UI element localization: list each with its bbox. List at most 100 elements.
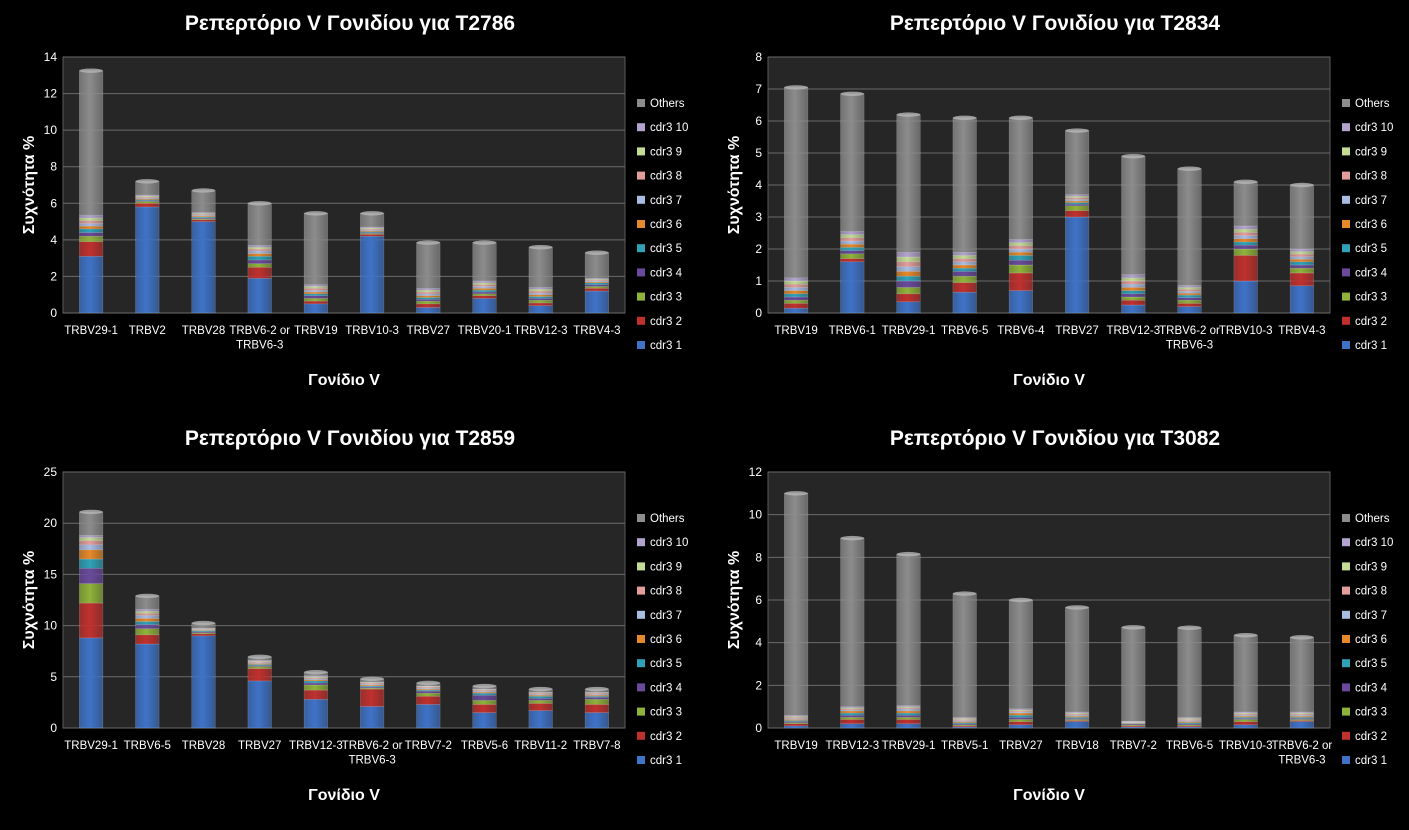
bar-segment-cdr3-5 [135,621,160,625]
x-tick-label: TRBV10-3 [345,325,399,337]
bar-segment-cdr3-3 [1065,205,1090,211]
chart-panel-t2786: Ρεπερτόριο V Γονιδίου για Τ2786 Συχνότητ… [0,0,700,412]
bar-segment-others [952,593,977,718]
y-tick-label: 1 [755,274,762,288]
bar-segment-cdr3-2 [360,688,385,707]
bar-segment-cdr3-4 [79,568,104,584]
bar-segment-cdr3-4 [1233,244,1258,250]
legend-label: Others [650,98,685,110]
legend-item-cdr3-6: cdr3 6 [1342,219,1387,231]
bar-cap [1121,154,1146,159]
legend-label: cdr3 8 [650,171,682,183]
legend-swatch [1342,586,1350,595]
bar-cap [79,68,103,73]
legend-item-cdr3-9: cdr3 9 [637,561,682,573]
legend-item-cdr3-10: cdr3 10 [1342,122,1393,134]
x-axis-label: Γονίδιο V [308,787,380,804]
bar-segment-cdr3-4 [840,714,865,718]
bar-segment-cdr3-8 [247,661,272,663]
bar-segment-cdr3-9 [79,537,104,541]
legend-item-cdr3-8: cdr3 8 [637,586,682,598]
x-tick-label: TRBV2 [129,325,166,337]
legend-swatch [637,316,645,325]
legend-swatch [1342,341,1350,349]
legend-label: cdr3 4 [1355,682,1388,694]
x-tick-label: TRBV19 [294,325,337,337]
bar-segment-cdr3-3 [472,700,497,705]
bar-segment-cdr3-1 [896,301,921,314]
bar-segment-cdr3-5 [472,692,497,696]
bar-segment-others [1121,627,1146,722]
y-tick-label: 5 [50,670,57,684]
bar-segment-cdr3-4 [1121,293,1146,298]
legend-item-cdr3-7: cdr3 7 [637,610,682,622]
bar-segment-cdr3-6 [79,225,104,230]
bar-segment-cdr3-8 [1289,253,1314,257]
y-tick-label: 8 [755,550,762,564]
legend-item-cdr3-9: cdr3 9 [1342,561,1387,573]
bar-segment-cdr3-4 [303,682,328,686]
bar-segment-cdr3-10 [79,535,104,538]
bar-segment-cdr3-5 [528,296,553,299]
bar-cap [1290,182,1314,188]
bar-segment-cdr3-1 [1065,721,1090,729]
chart-title: Ρεπερτόριο V Γονιδίου για Τ2859 [184,427,516,450]
bar-segment-cdr3-2 [1177,303,1202,307]
bar-segment-cdr3-8 [952,258,977,263]
bar-segment-others [1008,117,1033,240]
bar-segment-cdr3-2 [416,696,441,705]
bar-segment-cdr3-3 [784,299,809,304]
bar-cap [1121,625,1146,630]
bar-segment-cdr3-2 [1008,272,1033,291]
bar-segment-others [840,537,865,707]
y-tick-label: 0 [755,306,762,320]
bar-cap [1233,633,1258,638]
bar-segment-others [896,553,921,706]
bar-cap [1009,115,1033,121]
bar-segment-cdr3-3 [1233,248,1258,256]
bar-segment-cdr3-4 [1008,259,1033,266]
bar-segment-cdr3-3 [584,286,609,289]
bar-cap [191,188,216,193]
bar-segment-cdr3-2 [247,267,272,279]
bar-cap [1065,605,1089,610]
bar-segment-cdr3-1 [416,704,441,729]
bar-segment-cdr3-6 [896,710,921,714]
legend-label: cdr3 4 [650,682,683,694]
legend-swatch [637,562,645,571]
bar-segment-cdr3-9 [135,611,160,614]
legend-swatch [637,99,645,107]
bar-segment-cdr3-8 [472,284,497,287]
x-tick-label: TRBV6-2 or TRBV6-3 [1272,740,1333,767]
x-axis-label: Γονίδιο V [308,372,380,389]
y-tick-label: 12 [749,465,763,479]
legend-swatch [637,635,645,643]
bar-segment-cdr3-5 [303,680,328,684]
bar-segment-cdr3-3 [303,684,328,691]
bar-segment-cdr3-6 [952,264,977,269]
legend-swatch [637,756,645,764]
bar-segment-cdr3-9 [1121,277,1146,282]
legend-label: cdr3 9 [650,561,682,573]
legend-item-cdr3-10: cdr3 10 [1342,537,1393,549]
legend-swatch [1342,220,1350,228]
legend-label: cdr3 10 [1355,122,1393,134]
bar-segment-cdr3-2 [79,602,104,639]
y-tick-label: 4 [755,636,762,650]
bar-segment-cdr3-8 [784,283,809,288]
bar-segment-cdr3-4 [1008,717,1033,720]
legend-label: cdr3 1 [1355,755,1387,767]
legend-swatch [1342,268,1350,277]
legend-swatch [637,268,645,277]
bar-segment-others [1121,155,1146,275]
bar-segment-cdr3-1 [528,710,553,729]
legend-swatch [637,123,645,132]
x-tick-label: TRBV18 [1055,740,1098,752]
bar-segment-cdr3-2 [79,241,104,257]
bar-segment-cdr3-7 [79,544,104,551]
bar-cap [247,654,272,660]
bar-segment-cdr3-1 [840,723,865,729]
legend-swatch [1342,683,1350,692]
bar-segment-cdr3-8 [303,288,328,291]
bar-segment-cdr3-7 [840,240,865,245]
